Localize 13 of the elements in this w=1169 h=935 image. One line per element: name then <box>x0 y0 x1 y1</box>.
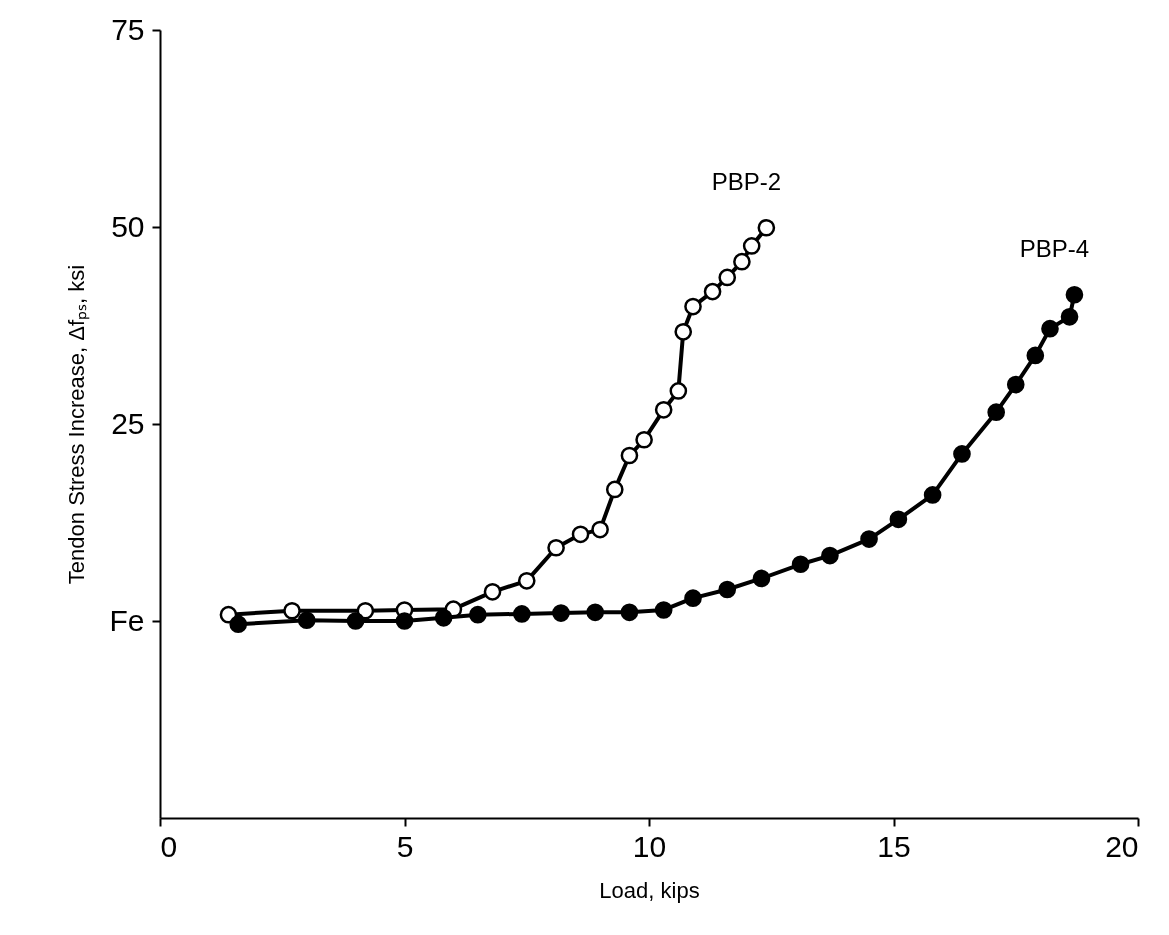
x-tick-label: 10 <box>632 829 667 863</box>
x-tick-label: 5 <box>396 829 414 863</box>
y-tick-label: 25 <box>111 406 145 440</box>
x-tick-label: 15 <box>877 829 911 863</box>
series-label: PBP-2 <box>711 167 782 195</box>
series-label: PBP-4 <box>1019 234 1090 262</box>
y-tick-label: Fe <box>109 603 145 637</box>
x-axis-title: Load, kips <box>599 877 700 903</box>
x-tick-label: 20 <box>1105 829 1139 863</box>
x-tick-label: 0 <box>160 829 178 863</box>
y-tick-label: 50 <box>111 209 145 243</box>
y-axis-title: Tendon Stress Increase, Δfₚₛ, ksi <box>64 264 91 585</box>
y-tick-label: 75 <box>111 12 145 46</box>
